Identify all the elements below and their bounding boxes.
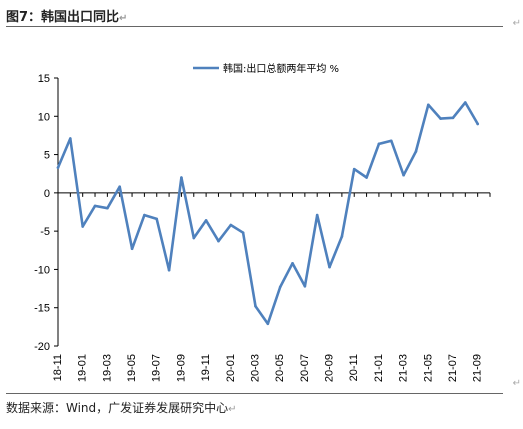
data-point: [143, 213, 146, 217]
data-point: [69, 137, 72, 140]
data-point: [93, 204, 97, 208]
edge-paragraph-mark-bottom: ↵: [512, 378, 521, 389]
x-tick-label: 19-05: [126, 354, 138, 382]
data-point: [303, 284, 307, 288]
y-tick-label: -20: [34, 341, 50, 353]
x-tick-label: 21-09: [472, 354, 484, 382]
x-tick-label: 20-03: [249, 354, 261, 382]
data-point: [130, 247, 134, 251]
x-tick-label: 20-05: [274, 354, 286, 382]
x-tick-label: 21-05: [422, 354, 434, 382]
x-tick-label: 20-07: [299, 354, 311, 382]
data-point: [56, 166, 60, 169]
x-tick-label: 21-03: [398, 354, 410, 382]
x-tick-label: 21-01: [373, 354, 385, 382]
y-tick-label: 0: [44, 188, 50, 200]
data-point: [328, 265, 331, 269]
y-tick-label: 5: [44, 150, 50, 162]
data-point: [389, 139, 393, 143]
data-point: [377, 142, 381, 146]
legend-label: 韩国:出口总额两年平均 %: [223, 62, 339, 75]
data-point: [439, 117, 442, 120]
x-tick-label: 20-11: [348, 354, 360, 381]
data-point: [352, 167, 356, 171]
data-point: [106, 206, 109, 210]
data-point: [192, 236, 196, 240]
data-point: [254, 304, 257, 308]
data-point: [241, 231, 245, 234]
paragraph-mark: ↵: [119, 13, 128, 24]
data-point: [414, 150, 418, 153]
data-point: [167, 268, 171, 272]
data-point: [217, 239, 220, 243]
data-point: [464, 101, 467, 104]
x-tick-label: 19-09: [175, 354, 187, 382]
data-point: [266, 322, 270, 326]
x-tick-label: 18-11: [52, 354, 64, 381]
x-tick-label: 20-01: [225, 354, 237, 382]
data-point: [155, 217, 159, 221]
y-tick-label: 10: [38, 111, 50, 123]
y-tick-label: 15: [38, 73, 50, 85]
x-tick-label: 19-07: [151, 354, 163, 382]
data-point: [402, 173, 405, 177]
series-line: [56, 101, 479, 326]
source-note: 数据来源：Wind，广发证券发展研究中心↵: [6, 399, 237, 416]
data-point: [229, 223, 233, 227]
x-tick-label: 19-01: [77, 354, 89, 382]
x-tick-label: 21-07: [447, 354, 459, 382]
footer-rule: [6, 393, 503, 394]
data-point: [204, 219, 208, 222]
data-point: [180, 176, 183, 179]
x-tick-label: 20-09: [324, 354, 336, 382]
source-note-text: 数据来源：Wind，广发证券发展研究中心: [6, 401, 229, 415]
header-rule: [6, 26, 503, 27]
figure-title: 图7：韩国出口同比↵: [6, 6, 127, 25]
figure-title-text: 图7：韩国出口同比: [6, 10, 120, 25]
paragraph-mark: ↵: [228, 404, 237, 415]
data-point: [340, 235, 344, 238]
data-point: [291, 262, 294, 265]
data-point: [476, 122, 479, 126]
edge-paragraph-mark-top: ↵: [512, 18, 521, 29]
x-tick-label: 19-03: [101, 354, 113, 382]
data-point: [118, 185, 122, 189]
data-point: [81, 225, 84, 228]
y-tick-label: -15: [34, 303, 50, 315]
data-point: [426, 103, 430, 107]
data-point: [315, 213, 319, 217]
data-point: [365, 176, 368, 179]
x-tick-label: 19-11: [200, 354, 212, 381]
data-point: [451, 116, 455, 120]
y-tick-label: -10: [34, 264, 50, 276]
y-tick-label: -5: [40, 226, 50, 238]
data-point: [278, 285, 282, 289]
